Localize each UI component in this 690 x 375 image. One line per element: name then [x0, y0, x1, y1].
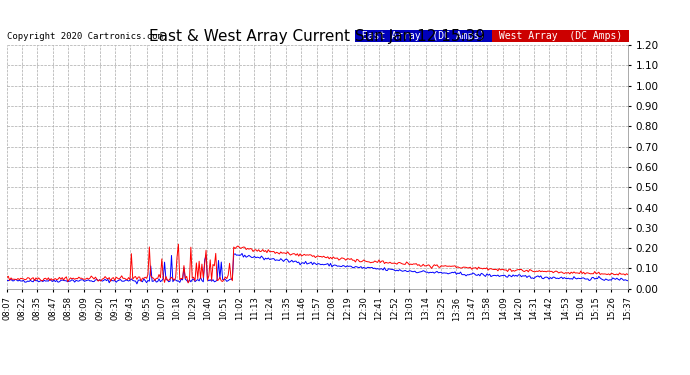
- Text: Copyright 2020 Cartronics.com: Copyright 2020 Cartronics.com: [7, 32, 163, 41]
- Text: East Array  (DC Amps): East Array (DC Amps): [356, 32, 491, 41]
- Text: West Array  (DC Amps): West Array (DC Amps): [493, 32, 628, 41]
- Title: East & West Array Current Sun Jan 12 15:39: East & West Array Current Sun Jan 12 15:…: [149, 29, 486, 44]
